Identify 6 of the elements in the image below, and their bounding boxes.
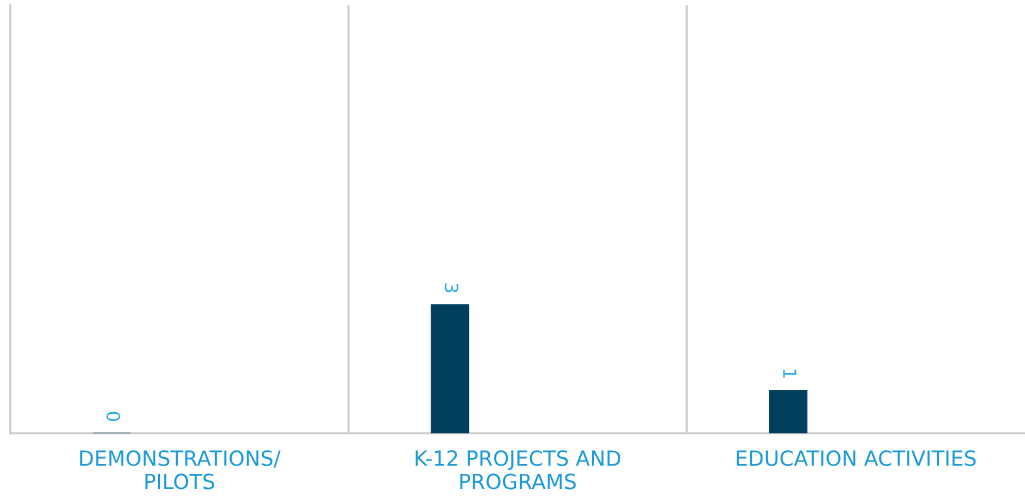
x-tick-label: EDUCATION ACTIVITIES bbox=[736, 450, 976, 467]
x-tick-label: K-12 PROJECTS AND PROGRAMS bbox=[415, 450, 621, 490]
x-tick-label: DEMONSTRATIONS/ PILOTS bbox=[80, 450, 281, 490]
data-label: 1 bbox=[783, 369, 797, 378]
data-label: 3 bbox=[444, 283, 459, 293]
data-label: 0 bbox=[106, 411, 121, 421]
